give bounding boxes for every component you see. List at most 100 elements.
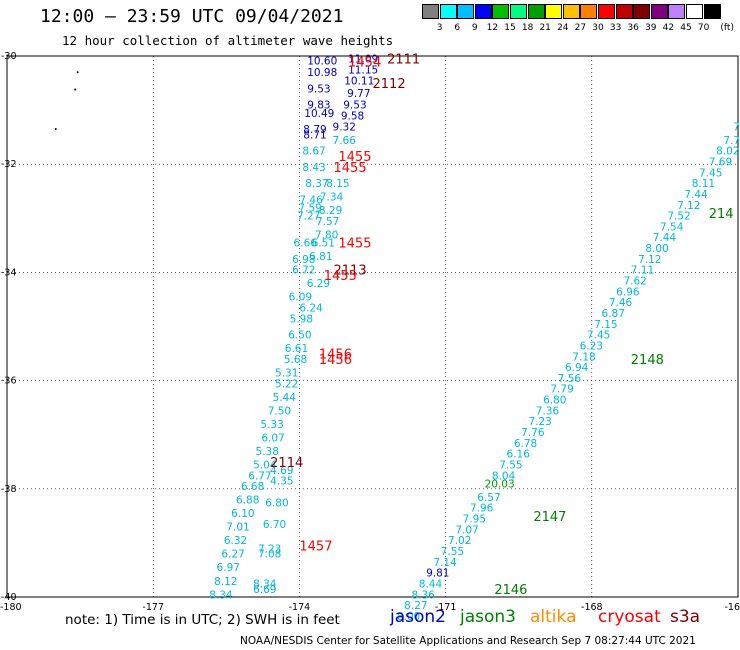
wave-height-label: 10.98: [307, 67, 337, 79]
orbit-label: 214: [709, 207, 734, 222]
wave-height-label: 7.66: [333, 135, 357, 147]
legend-label: 21: [539, 23, 551, 33]
wave-height-label: 8.00: [397, 611, 420, 623]
orbit-label: 2147: [533, 510, 566, 525]
orbit-label: 2148: [631, 353, 664, 368]
wave-height-label: 6.72: [292, 265, 315, 277]
legend-swatch: [474, 4, 492, 19]
satellite-label-jason3: jason3: [460, 607, 516, 627]
orbit-label: 1456: [319, 348, 352, 363]
wave-height-label: 7.14: [433, 557, 457, 569]
wave-height-label: 8.29: [319, 205, 342, 217]
wave-height-label: 6.61: [285, 343, 308, 355]
wave-height-label: 10.49: [304, 108, 334, 120]
wave-height-label: 6.80: [543, 395, 566, 407]
wave-height-label: 9.32: [333, 121, 356, 133]
orbit-label: 1455: [324, 269, 357, 284]
wave-height-label: 6.10: [231, 508, 254, 520]
wave-height-label: 6.80: [265, 497, 288, 509]
wave-height-label: 7.44: [684, 189, 708, 201]
wave-height-label: 8.12: [214, 576, 237, 588]
legend-label: 42: [662, 23, 675, 33]
orbit-label: 1456: [319, 353, 352, 368]
y-tick-label: -32: [1, 159, 17, 170]
wave-height-label: 6.81: [309, 251, 332, 263]
wave-height-label: 5.98: [290, 313, 313, 325]
wave-height-label: 7.34: [320, 192, 344, 204]
wave-height-label: 6.57: [477, 492, 500, 504]
wave-height-label: 8.44: [419, 578, 443, 590]
wave-height-label: 7.69: [709, 156, 732, 168]
wave-height-label: 7.59: [298, 202, 321, 214]
wave-height-label: 8.15: [326, 178, 349, 190]
legend-label: 33: [609, 23, 622, 33]
satellite-label-altika: altika: [530, 607, 577, 627]
wave-height-label: 7.45: [699, 167, 722, 179]
wave-height-label: 7.23: [528, 416, 551, 428]
wave-height-label: 7.46: [299, 194, 323, 206]
wave-height-label: 5.04: [253, 459, 277, 471]
x-tick-label: -171: [435, 602, 457, 613]
wave-height-label: 6.96: [616, 286, 640, 298]
legend-label: 39: [645, 23, 657, 33]
legend-label: 12: [486, 23, 499, 33]
legend-label: 9: [471, 23, 478, 33]
wave-height-label: 6.09: [289, 292, 312, 304]
wave-height-label: 9.58: [341, 111, 364, 123]
wave-height-label: 9.77: [347, 88, 370, 100]
wave-height-label: 9.81: [426, 568, 449, 580]
wave-height-label: 6.29: [307, 278, 330, 290]
wave-height-label: 7.55: [499, 459, 522, 471]
wave-height-label: 20.03: [485, 478, 515, 490]
wave-height-label: 11.09: [348, 54, 378, 66]
wave-height-label: 7.80: [315, 230, 338, 242]
wave-height-label: 5.38: [256, 446, 279, 458]
wave-height-label: 7.54: [660, 221, 684, 233]
satellite-label-jason2: jason2: [390, 607, 446, 627]
wave-height-label: 7.15: [594, 319, 617, 331]
wave-height-label: 4.69: [270, 465, 293, 477]
island-marker: [74, 88, 77, 91]
legend-label: 36: [627, 23, 639, 33]
wave-height-label: 8.34: [209, 589, 233, 601]
wave-height-label: 7.56: [558, 373, 582, 385]
wave-height-label: 7.55: [441, 546, 464, 558]
wave-height-label: 6.78: [514, 438, 537, 450]
map-frame: [6, 55, 739, 598]
x-tick-label: -16: [724, 602, 740, 613]
legend-swatch: [545, 4, 563, 19]
wave-height-label: 7.11: [631, 265, 654, 277]
wave-height-label: 8.04: [492, 470, 516, 482]
legend-label: 24: [557, 23, 569, 33]
wave-height-label: 7.52: [667, 211, 690, 223]
wave-height-label: 7.02: [448, 535, 471, 547]
wave-height-label: 7.46: [609, 297, 633, 309]
legend-label: 6: [454, 23, 461, 33]
legend-swatch: [686, 4, 703, 19]
orbit-label: 2113: [334, 264, 367, 279]
wave-height-label: 6.23: [580, 340, 603, 352]
wave-height-label: 8.27: [404, 600, 427, 612]
wave-height-label: 8.43: [302, 162, 325, 174]
wave-height-label: 7.79: [550, 384, 573, 396]
wave-height-label: 6.50: [288, 330, 311, 342]
wave-height-label: 7.01: [226, 522, 249, 534]
wave-height-label: 8.11: [692, 178, 715, 190]
x-tick-label: -177: [142, 602, 164, 613]
wave-height-label: 9.53: [343, 100, 366, 112]
legend-swatch: [492, 4, 510, 19]
satellite-label-cryosat: cryosat: [598, 607, 661, 627]
legend-swatch: [598, 4, 615, 19]
wave-height-label: 10.11: [344, 75, 374, 87]
wave-height-label: 8.36: [411, 589, 435, 601]
wave-height-label: 6.77: [248, 470, 271, 482]
legend-swatch: [510, 4, 527, 19]
satellite-label-s3a: s3a: [670, 607, 701, 627]
island-marker: [54, 128, 57, 131]
legend-swatch: [650, 4, 668, 19]
wave-height-label: 7.36: [536, 405, 560, 417]
legend-swatch: [633, 4, 651, 19]
wave-height-label: 6.94: [565, 362, 589, 374]
wave-height-label: 5.22: [275, 378, 298, 390]
